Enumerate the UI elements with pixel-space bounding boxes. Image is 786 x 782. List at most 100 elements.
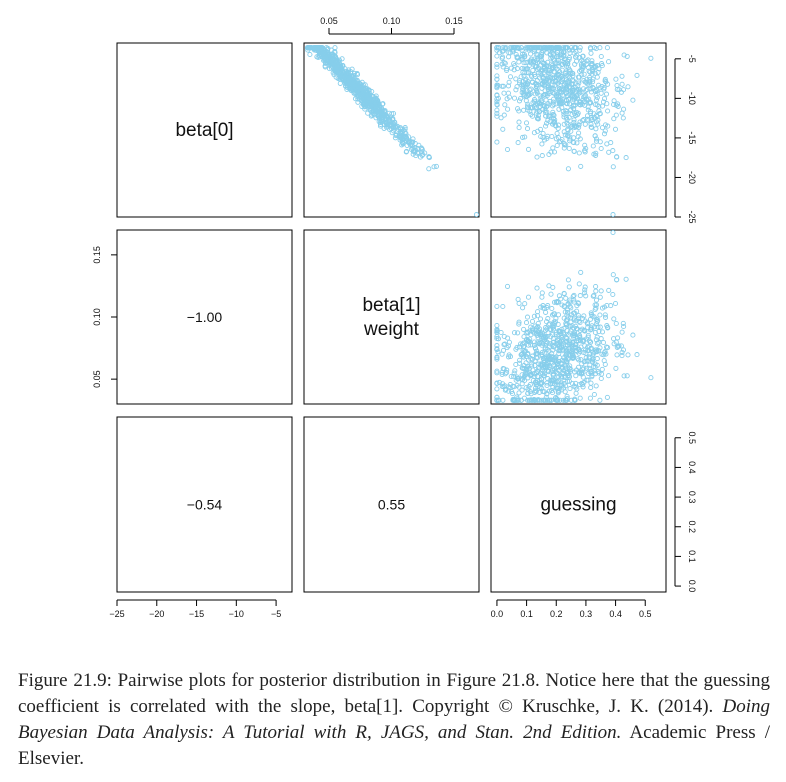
scatter-point: [495, 397, 501, 403]
scatter-point: [612, 300, 619, 307]
scatter-point: [586, 96, 592, 102]
scatter-point: [521, 340, 527, 346]
scatter-point: [501, 112, 507, 118]
scatter-point: [594, 319, 600, 325]
scatter-point: [597, 294, 603, 300]
scatter-point: [562, 45, 568, 51]
scatter-point: [612, 126, 619, 132]
scatter-point: [529, 45, 535, 51]
scatter-point: [592, 133, 598, 139]
scatter-point: [584, 86, 590, 93]
scatter-point: [547, 113, 553, 119]
scatter-point: [580, 382, 586, 388]
scatter-point: [524, 363, 531, 369]
scatter-point: [548, 327, 554, 333]
scatter-point: [597, 312, 603, 318]
scatter-point: [588, 50, 594, 56]
scatter-point: [499, 55, 505, 61]
scatter-point: [587, 79, 593, 85]
scatter-point: [511, 374, 517, 380]
scatter-point: [597, 397, 603, 403]
scatter-point: [538, 68, 544, 74]
scatter-point: [549, 86, 555, 92]
scatter-point: [588, 100, 594, 106]
scatter-point: [550, 45, 556, 51]
scatter-point: [602, 128, 608, 134]
scatter-point: [534, 154, 540, 160]
scatter-point: [593, 305, 599, 311]
scatter-point: [360, 91, 366, 97]
scatter-point: [594, 356, 600, 362]
scatter-point: [494, 368, 500, 374]
scatter-point: [540, 356, 546, 362]
scatter-point: [426, 166, 432, 172]
scatter-point: [587, 77, 593, 83]
scatter-point: [515, 330, 521, 336]
scatter-point: [630, 332, 636, 338]
scatter-point: [610, 272, 616, 278]
scatter-point: [578, 269, 584, 275]
scatter-point: [594, 334, 600, 340]
scatter-point: [547, 321, 553, 327]
scatter-point: [573, 58, 580, 64]
scatter-point: [556, 358, 562, 364]
scatter-point: [542, 103, 548, 109]
panel-0-2: [490, 42, 667, 218]
scatter-point: [401, 133, 407, 139]
scatter-point: [572, 45, 578, 51]
scatter-point: [530, 329, 536, 335]
scatter-point: [571, 292, 577, 298]
scatter-point: [552, 320, 558, 327]
left-middle-axis-tick-label: 0.10: [92, 308, 102, 326]
scatter-point: [526, 338, 532, 344]
scatter-point: [507, 45, 513, 51]
scatter-point: [592, 329, 598, 336]
scatter-point: [565, 133, 571, 139]
scatter-point: [552, 69, 558, 75]
scatter-point: [379, 118, 386, 125]
scatter-point: [494, 64, 500, 70]
scatter-point: [524, 366, 530, 372]
scatter-point: [547, 326, 553, 332]
scatter-point: [557, 100, 563, 106]
scatter-point: [536, 331, 542, 337]
scatter-point: [605, 81, 611, 87]
scatter-point: [514, 66, 520, 72]
scatter-point: [599, 63, 605, 69]
scatter-point: [583, 365, 589, 371]
scatter-point: [590, 359, 596, 365]
scatter-point: [501, 90, 507, 96]
scatter-point: [577, 54, 583, 61]
scatter-point: [591, 292, 597, 298]
scatter-point: [547, 98, 553, 104]
scatter-point: [521, 377, 528, 384]
scatter-point: [576, 90, 582, 96]
right-lower-axis-tick-label: 0.3: [687, 491, 697, 504]
scatter-point: [538, 362, 544, 368]
scatter-point: [511, 95, 518, 101]
scatter-point: [494, 303, 500, 309]
scatter-point: [611, 316, 617, 322]
scatter-point: [552, 311, 558, 317]
scatter-point: [551, 96, 557, 102]
scatter-point: [552, 355, 558, 361]
scatter-point: [525, 390, 531, 396]
scatter-point: [530, 367, 536, 373]
scatter-point: [567, 386, 573, 392]
scatter-point: [533, 382, 539, 388]
scatter-point: [577, 381, 583, 388]
scatter-point: [502, 45, 508, 51]
scatter-point: [529, 79, 536, 85]
scatter-point: [580, 117, 586, 124]
scatter-point: [575, 338, 581, 344]
scatter-point: [597, 324, 603, 330]
panel-2-0: [116, 416, 293, 593]
scatter-point: [552, 379, 558, 385]
bottom-right-axis-tick-label: 0.3: [580, 609, 593, 619]
scatter-point: [584, 358, 590, 364]
scatter-point: [528, 86, 534, 92]
scatter-point: [536, 108, 542, 114]
scatter-point: [494, 343, 500, 349]
scatter-point: [554, 397, 560, 403]
scatter-point: [606, 149, 612, 155]
